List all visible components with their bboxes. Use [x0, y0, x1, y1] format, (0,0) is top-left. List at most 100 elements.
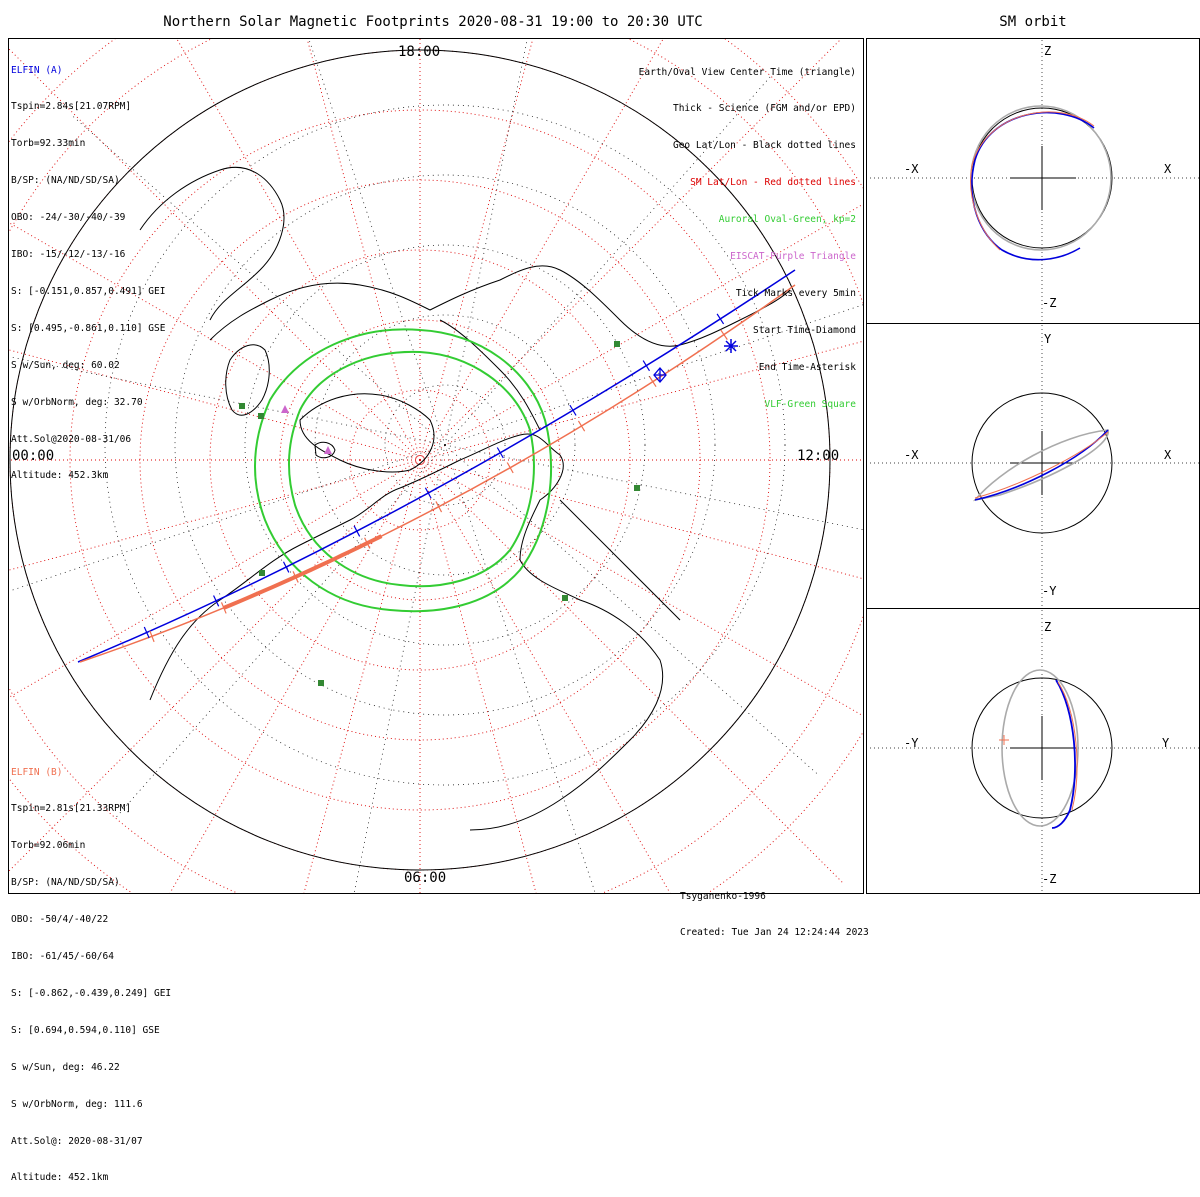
elfin-a-line: IBO: -15/-12/-13/-16 — [11, 249, 126, 261]
geo-grid — [9, 39, 863, 893]
sm-mlt-line — [9, 349, 421, 461]
sm-mlt-line — [419, 459, 845, 885]
mlt-label-00: 00:00 — [12, 448, 55, 464]
elfin-a-tick — [642, 360, 650, 372]
vlf-square — [259, 570, 265, 576]
elfin-b-tick — [292, 571, 299, 583]
elfin-b-tick — [220, 602, 227, 614]
sm-axis-label: -X — [904, 162, 919, 176]
end-asterisk — [724, 339, 738, 353]
sm-mlt-line — [9, 48, 421, 461]
auroral-oval-outer — [254, 328, 553, 613]
elfin-b-tick — [506, 462, 514, 474]
elfin-b-tick — [720, 329, 728, 340]
elfin-a-tick — [143, 626, 150, 639]
elfin-a-tick — [496, 447, 504, 459]
legend-entry: SM Lat/Lon - Red dotted lines — [690, 177, 856, 189]
mlt-label-06: 06:00 — [404, 870, 447, 886]
sm-axis-label: -Z — [1042, 296, 1057, 310]
orbit-elfin-b — [974, 431, 1109, 499]
geo-lat-circle — [244, 244, 646, 646]
legend-entry: End Time-Asterisk — [758, 361, 856, 373]
elfin-a-tick-marks — [143, 313, 725, 639]
orbit-other — [1001, 669, 1079, 827]
sm-mlt-line — [9, 459, 421, 571]
sm-mlt-line — [419, 459, 863, 717]
legend-entry: Auroral Oval-Green, kp=2 — [718, 214, 856, 226]
elfin-b-line: S w/OrbNorm, deg: 111.6 — [11, 1098, 143, 1110]
elfin-b-line: S w/Sun, deg: 46.22 — [11, 1061, 120, 1073]
sm-axis-label: Z — [1044, 44, 1052, 58]
eiscat-triangle — [281, 405, 289, 413]
vlf-squares — [239, 341, 640, 686]
sm-lat-circle — [69, 109, 771, 811]
sm-mlt-line — [419, 39, 534, 461]
coast-europe — [139, 166, 285, 321]
sm-mlt-line — [176, 39, 421, 461]
coast-siberia — [439, 319, 541, 431]
elfin-a-tick — [716, 313, 725, 325]
mlt-label-18: 18:00 — [398, 44, 441, 60]
elfin-a-line: S w/Sun, deg: 60.02 — [11, 359, 120, 371]
orbit-elfin-b — [1057, 681, 1078, 811]
orbit-elfin-a — [1051, 679, 1076, 829]
elfin-a-header: ELFIN (A) — [11, 64, 63, 76]
footprint-map-frame — [8, 38, 864, 894]
credit: Tsyganenko-1996 Created: Tue Jan 24 12:2… — [680, 866, 869, 952]
sm-orbit-plots — [866, 40, 1200, 892]
sm-mlt-line — [419, 459, 671, 893]
sm-axis-label: Y — [1044, 332, 1052, 346]
sm-mlt-line — [419, 459, 863, 580]
sm-orbit-title: SM orbit — [999, 14, 1067, 30]
elfin-b-line: IBO: -61/45/-60/64 — [11, 951, 114, 963]
elfin-a-line: S: [-0.151,0.857,0.491] GEI — [11, 285, 166, 297]
legend-entry: VLF-Green Square — [764, 398, 856, 410]
legend-entry: EISCAT-Purple Triangle — [730, 251, 856, 263]
elfin-a-info: ELFIN (A) Tspin=2.84s[21.07RPM] Torb=92.… — [11, 40, 165, 495]
coast-eurasia — [209, 265, 791, 347]
sm-mlt-line — [9, 459, 421, 698]
vlf-square — [258, 413, 264, 419]
elfin-b-line: OBO: -50/4/-40/22 — [11, 914, 109, 926]
elfin-b-tick — [435, 501, 443, 513]
vlf-square — [239, 403, 245, 409]
coast-iceland — [314, 441, 336, 459]
geo-lat-circle — [314, 314, 576, 576]
geo-lat-circle — [104, 104, 786, 786]
start-diamond — [653, 367, 667, 383]
sm-mlt-line — [419, 203, 863, 461]
sm-mlt-line — [9, 459, 421, 872]
sm-axis-label: X — [1164, 448, 1172, 462]
sm-axis-label: -Z — [1042, 872, 1057, 886]
orbit-elfin-b — [970, 111, 1095, 251]
elfin-a-line: Tspin=2.84s[21.07RPM] — [11, 101, 132, 113]
earth-disk-edge — [9, 49, 831, 871]
geo-lat-circle — [174, 174, 716, 716]
elfin-a-line: B/SP: (NA/ND/SD/SA) — [11, 175, 120, 187]
elfin-a-tick — [424, 487, 432, 499]
sm-axis-label: Z — [1044, 620, 1052, 634]
elfin-b-line: Tspin=2.81s[21.33RPM] — [11, 803, 132, 815]
elfin-b-tick — [577, 420, 586, 432]
elfin-a-line: OBO: -24/-30/-40/-39 — [11, 212, 126, 224]
elfin-a-tick — [353, 525, 361, 537]
auroral-oval-inner — [287, 350, 535, 588]
elfin-a-line: Torb=92.33min — [11, 138, 86, 150]
created-date: Created: Tue Jan 24 12:24:44 2023 — [680, 927, 869, 939]
elfin-b-tick — [364, 537, 371, 549]
sm-axis-label: -X — [904, 448, 919, 462]
coast-greenland — [299, 393, 435, 473]
elfin-b-line: S: [0.694,0.594,0.110] GSE — [11, 1024, 160, 1036]
coast-north-america — [149, 433, 664, 831]
coast-alaska — [559, 499, 681, 621]
sm-lat-circle — [349, 389, 491, 531]
elfin-b-line: S: [-0.862,-0.439,0.249] GEI — [11, 987, 172, 999]
elfin-a-line: Att.Sol@2020-08-31/06 — [11, 433, 132, 445]
sm-mlt-line — [169, 459, 421, 893]
legend-entry: Start Time-Diamond — [753, 324, 856, 336]
legend-entry: Thick - Science (FGM and/or EPD) — [672, 103, 856, 115]
elfin-a-tick — [569, 404, 577, 416]
sm-mlt-line — [419, 39, 664, 461]
elfin-a-tick — [213, 595, 220, 607]
sm-orbit-yz — [866, 610, 1200, 892]
